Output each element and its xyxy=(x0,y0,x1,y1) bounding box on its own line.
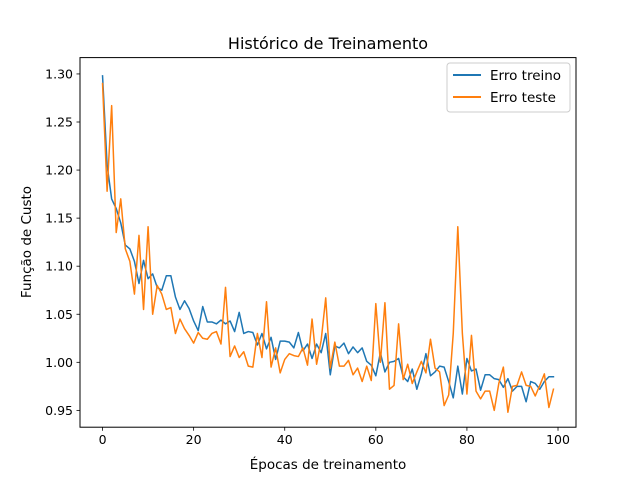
series-line-1 xyxy=(101,82,555,414)
y-tick-label: 1.05 xyxy=(45,307,73,322)
x-tick-label: 100 xyxy=(546,432,570,447)
y-tick-label: 1.20 xyxy=(45,163,73,178)
y-tick-label: 1.10 xyxy=(45,259,73,274)
y-tick-label: 0.95 xyxy=(45,403,73,418)
y-axis-label: Função de Custo xyxy=(19,186,35,298)
y-tick-label: 1.00 xyxy=(45,355,73,370)
legend-label-treino: Erro treino xyxy=(490,68,561,84)
legend-label-teste: Erro teste xyxy=(490,90,556,106)
series-layer xyxy=(101,75,555,414)
x-tick-label: 80 xyxy=(459,432,475,447)
y-tick-label: 1.25 xyxy=(45,115,73,130)
chart-title: Histórico de Treinamento xyxy=(228,34,428,53)
y-tick-label: 1.15 xyxy=(45,211,73,226)
x-tick-label: 40 xyxy=(277,432,293,447)
ticks-layer: 0 20 40 60 80 100 0.95 1.00 1.05 1.10 1.15 1.20 1.25… xyxy=(45,66,570,447)
series-line-0 xyxy=(101,75,555,403)
axes-frame xyxy=(79,57,577,428)
x-tick-label: 60 xyxy=(368,432,384,447)
x-tick-label: 20 xyxy=(186,432,202,447)
legend: Erro treino Erro teste xyxy=(446,62,571,113)
y-tick-label: 1.30 xyxy=(45,66,73,81)
x-axis-label: Épocas de treinamento xyxy=(250,456,407,473)
x-tick-label: 0 xyxy=(99,432,107,447)
